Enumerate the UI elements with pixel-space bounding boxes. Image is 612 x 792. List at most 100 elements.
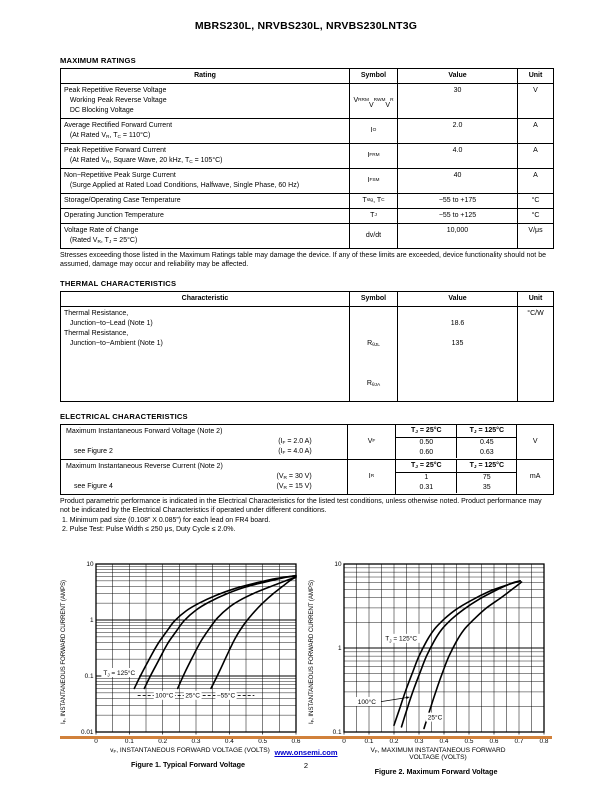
temp-header-125c: TJ = 125°C [456, 460, 516, 472]
value-cell: 75 [456, 473, 516, 483]
thermal-header-row: Characteristic Symbol Value Unit [61, 292, 553, 306]
value-cell: −55 to +125 [397, 209, 517, 223]
symbol-line [353, 359, 394, 369]
figure-1-caption: Figure 1. Typical Forward Voltage [131, 760, 245, 769]
svg-text:0: 0 [342, 738, 346, 745]
characteristic-line: Junction−to−Lead (Note 1) [64, 320, 153, 327]
svg-text:TJ​ = 125°C: TJ​ = 125°C [103, 669, 135, 678]
value-cell: 40 [397, 169, 517, 193]
characteristic-title: Maximum Instantaneous Reverse Current (N… [66, 463, 223, 470]
unit-cell: A [517, 119, 553, 143]
svg-text:0.4: 0.4 [225, 738, 234, 745]
symbol-cell: RθJL RθJA [349, 307, 397, 401]
svg-text:0.2: 0.2 [158, 738, 167, 745]
onsemi-website-link[interactable]: www.onsemi.com [274, 748, 338, 757]
footer-rule [60, 736, 552, 739]
table-row: Average Rectified Forward Current (At Ra… [61, 118, 553, 143]
temperature-values: TJ = 25°C TJ = 125°C 0.50 0.45 0.60 0.63 [395, 425, 517, 459]
electrical-table: Maximum Instantaneous Forward Voltage (N… [60, 424, 554, 495]
svg-text:0.8: 0.8 [540, 738, 549, 745]
svg-text:0.6: 0.6 [490, 738, 499, 745]
value-cell: −55 to +175 [397, 194, 517, 208]
value-cell: 0.45 [456, 438, 516, 448]
svg-text:TJ​ = 125°C: TJ​ = 125°C [385, 635, 417, 644]
svg-text:0.5: 0.5 [465, 738, 474, 745]
svg-text:10: 10 [334, 561, 342, 568]
electrical-footnote: Product parametric performance is indica… [60, 498, 542, 514]
unit-cell: °C/W [517, 307, 553, 401]
svg-text:25°C: 25°C [428, 714, 443, 722]
svg-text:0.4: 0.4 [440, 738, 449, 745]
col-header-characteristic: Characteristic [181, 295, 229, 302]
unit-cell: °C [517, 194, 553, 208]
svg-text:0.1: 0.1 [85, 673, 94, 680]
thermal-table: Characteristic Symbol Value Unit Thermal… [60, 291, 554, 402]
rating-cell: Operating Junction Temperature [64, 212, 164, 219]
svg-text:0.3: 0.3 [415, 738, 424, 745]
condition: (VR = 15 V) [276, 483, 312, 492]
temp-header-125c: TJ = 125°C [456, 425, 516, 437]
svg-text:−55°C: −55°C [217, 692, 236, 700]
unit-cell: mA [516, 460, 553, 494]
col-header-rating: Rating [194, 72, 216, 79]
characteristic-line: Thermal Resistance, [64, 330, 129, 337]
value-line: 18.6 [450, 320, 465, 327]
figure-2-maximum-forward-voltage: IF, INSTANTANEOUS FORWARD CURRENT (AMPS)… [308, 558, 552, 776]
table-row: Non−Repetitive Peak Surge Current (Surge… [61, 168, 553, 193]
symbol-cell: I FRM [349, 144, 397, 168]
svg-text:10: 10 [86, 561, 94, 568]
table-row: Voltage Rate of Change (Rated VR, TJ = 2… [61, 223, 553, 248]
unit-line [521, 329, 550, 339]
svg-text:0.5: 0.5 [258, 738, 267, 745]
svg-text:0.3: 0.3 [192, 738, 201, 745]
svg-text:0: 0 [94, 738, 98, 745]
value-line [401, 309, 514, 319]
value-cell: 1 [424, 474, 429, 481]
characteristic-line: Thermal Resistance, [64, 310, 129, 317]
rating-cell: Storage/Operating Case Temperature [64, 197, 181, 204]
unit-cell: V/μs [517, 224, 553, 248]
value-cell: 0.60 [419, 449, 434, 456]
unit-cell: A [517, 169, 553, 193]
temp-header-25c: TJ = 25°C [411, 462, 442, 471]
electrical-row-forward-voltage: Maximum Instantaneous Forward Voltage (N… [61, 425, 553, 459]
figure-1-chart: 0 0.1 0.2 0.3 0.4 0.5 0.6 0.01 0.1 1 10 TJ​ = 125°C… [81, 561, 301, 745]
figure-1-y-axis-label: IF, INSTANTANEOUS FORWARD CURRENT (AMPS) [60, 580, 68, 724]
rating-cell: Peak Repetitive Forward Current (At Rate… [64, 147, 223, 166]
characteristic-cell: Thermal Resistance, Junction−to−Lead (No… [61, 307, 349, 401]
value-cell: 18.6 135 [397, 307, 517, 401]
col-header-symbol: Symbol [349, 292, 397, 306]
value-cell: 0.50 [419, 439, 434, 446]
unit-cell: °C [517, 209, 553, 223]
figure-2-caption: Figure 2. Maximum Forward Voltage [374, 767, 498, 776]
svg-text:0.1: 0.1 [365, 738, 374, 745]
page-title: MBRS230L, NRVBS230L, NRVBS230LNT3G [194, 20, 418, 32]
stress-note: Stresses exceeding those listed in the M… [60, 252, 546, 268]
value-line [401, 329, 514, 339]
svg-text:1: 1 [338, 645, 342, 652]
value-cell: 30 [397, 84, 517, 118]
col-header-unit: Unit [517, 292, 553, 306]
value-cell: 4.0 [397, 144, 517, 168]
characteristic-line: Junction−to−Ambient (Note 1) [64, 340, 163, 347]
rating-cell: Average Rectified Forward Current (At Ra… [64, 122, 173, 141]
rating-cell: Voltage Rate of Change (Rated VR, TJ = 2… [64, 227, 139, 246]
condition: (IF = 4.0 A) [278, 448, 312, 457]
page-number: 2 [303, 761, 309, 770]
col-header-symbol: Symbol [349, 69, 397, 83]
value-cell: 35 [456, 483, 516, 493]
symbol-line: RθJA [366, 380, 381, 389]
svg-text:0.1: 0.1 [333, 729, 342, 736]
unit-cell: A [517, 144, 553, 168]
svg-text:0.6: 0.6 [292, 738, 301, 745]
value-cell: 10,000 [397, 224, 517, 248]
note-2: 2. Pulse Test: Pulse Width ≤ 250 μs, Dut… [62, 526, 236, 533]
figure-2-x-axis-label: VF, MAXIMUM INSTANTANEOUS FORWARD VOLTAG… [370, 747, 506, 761]
svg-text:0.7: 0.7 [515, 738, 524, 745]
condition: (VR = 30 V) [276, 473, 312, 482]
